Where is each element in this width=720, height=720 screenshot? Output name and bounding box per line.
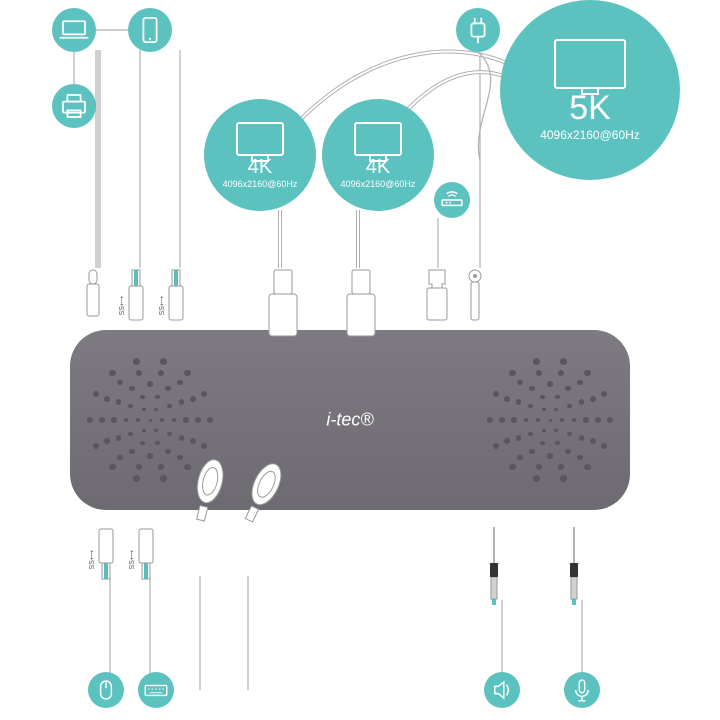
connector-jack: [488, 522, 500, 607]
connector-usb-a: [96, 522, 116, 581]
res-sub: 4096x2160@60Hz: [223, 179, 298, 189]
printer-icon: [52, 84, 96, 128]
connector-usb-a: [166, 268, 186, 327]
monitor-icon: [236, 122, 284, 156]
monitor-icon: [554, 39, 626, 89]
mic-icon: [564, 672, 600, 708]
connector-usb-c: [84, 268, 102, 323]
speaker-icon: [484, 672, 520, 708]
res-sub: 4096x2160@60Hz: [540, 128, 640, 142]
connector-rj45: [424, 268, 450, 327]
display-badge-4k-a: 4K 4096x2160@60Hz: [204, 99, 316, 211]
display-badge-4k-b: 4K 4096x2160@60Hz: [322, 99, 434, 211]
dock-logo: i-tec®: [326, 410, 373, 431]
router-icon: [434, 182, 470, 218]
connector-display: [344, 268, 378, 343]
res-sub: 4096x2160@60Hz: [341, 179, 416, 189]
mouse-icon: [88, 672, 124, 708]
connector-display: [266, 268, 300, 343]
display-badge-5k: 5K 4096x2160@60Hz: [500, 0, 680, 180]
tablet-icon: [128, 8, 172, 52]
connector-usb-a: [136, 522, 156, 581]
keyboard-icon: [138, 672, 174, 708]
connector-usb-a: [126, 268, 146, 327]
docking-station: i-tec®: [70, 330, 630, 510]
laptop-icon: [52, 8, 96, 52]
connector-barrel: [466, 268, 484, 327]
connector-jack: [568, 522, 580, 607]
plug-icon: [456, 8, 500, 52]
monitor-icon: [354, 122, 402, 156]
